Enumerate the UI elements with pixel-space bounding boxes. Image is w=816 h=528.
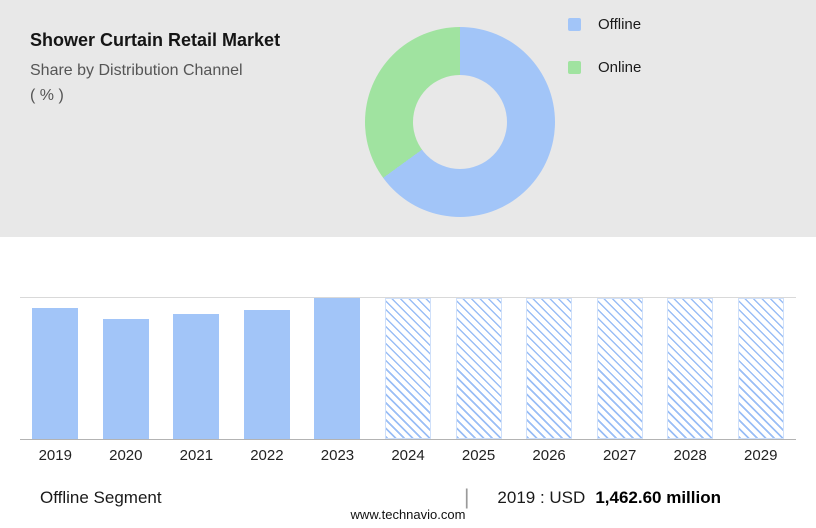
bar-2019 bbox=[32, 307, 79, 439]
legend-swatch-online bbox=[568, 61, 581, 74]
chart-legend: Offline Online bbox=[568, 16, 641, 76]
x-label-2020: 2020 bbox=[109, 447, 143, 464]
x-label-2029: 2029 bbox=[744, 447, 778, 464]
x-label-2023: 2023 bbox=[320, 447, 355, 464]
bar-slot-2029 bbox=[725, 298, 796, 439]
donut-hole bbox=[413, 75, 507, 169]
website-url: www.technavio.com bbox=[350, 507, 466, 522]
caption-row: Offline Segment | 2019 : USD 1,462.60 mi… bbox=[0, 486, 816, 510]
x-label-2028: 2028 bbox=[673, 447, 707, 464]
title-block: Shower Curtain Retail Market Share by Di… bbox=[30, 30, 280, 109]
x-label-2025: 2025 bbox=[461, 447, 496, 464]
forecast-bar-2026 bbox=[526, 298, 573, 439]
legend-label: Online bbox=[598, 59, 642, 76]
forecast-bar-2024 bbox=[385, 298, 431, 439]
bar-slot-2019 bbox=[20, 298, 91, 439]
bar-slot-2023 bbox=[302, 298, 373, 439]
value-amount: 1,462.60 million bbox=[595, 488, 721, 507]
caption-value: | 2019 : USD 1,462.60 million bbox=[464, 486, 721, 510]
forecast-bar-2029 bbox=[737, 298, 784, 439]
donut-chart bbox=[365, 27, 555, 217]
bar-2023 bbox=[314, 298, 361, 439]
legend-item-online: Online bbox=[568, 59, 641, 76]
forecast-bar-2028 bbox=[667, 298, 714, 439]
page-title: Shower Curtain Retail Market bbox=[30, 30, 281, 50]
bar-slot-2027 bbox=[584, 298, 655, 439]
bar-chart: 2019 2020 2021 2022 2023 2024 2025 2026 2027 2028… bbox=[20, 297, 796, 464]
x-axis-labels: 2019 2020 2021 2022 2023 2024 2025 2026 2027 2028… bbox=[20, 447, 796, 464]
forecast-bar-2027 bbox=[596, 298, 643, 439]
summary-panel: Shower Curtain Retail Market Share by Di… bbox=[0, 0, 816, 237]
bar-slot-2021 bbox=[161, 298, 232, 439]
bar-2020 bbox=[102, 318, 149, 439]
legend-swatch-offline bbox=[568, 18, 581, 31]
bar-slot-2022 bbox=[232, 298, 303, 439]
legend-item-offline: Offline bbox=[568, 16, 641, 33]
x-label-2022: 2022 bbox=[250, 447, 284, 464]
bar-slot-2025 bbox=[443, 298, 514, 439]
caption-separator: | bbox=[463, 486, 470, 509]
bar-plot-area bbox=[20, 297, 796, 440]
forecast-bar-2025 bbox=[455, 298, 502, 439]
x-label-2019: 2019 bbox=[38, 447, 72, 464]
bar-slot-2024 bbox=[373, 298, 444, 439]
legend-label: Offline bbox=[598, 16, 642, 33]
chart-subtitle: Share by Distribution Channel bbox=[30, 62, 243, 79]
bar-2021 bbox=[173, 314, 220, 439]
chart-unit: ( % ) bbox=[30, 86, 64, 104]
value-prefix: 2019 : USD bbox=[497, 488, 586, 507]
x-label-2027: 2027 bbox=[602, 447, 637, 464]
x-label-2024: 2024 bbox=[391, 447, 425, 464]
bar-slot-2020 bbox=[91, 298, 162, 439]
bar-2022 bbox=[243, 309, 290, 439]
x-label-2026: 2026 bbox=[532, 447, 566, 464]
bar-slot-2026 bbox=[514, 298, 585, 439]
bar-slot-2028 bbox=[655, 298, 726, 439]
x-label-2021: 2021 bbox=[179, 447, 214, 464]
segment-label: Offline Segment bbox=[40, 488, 162, 507]
